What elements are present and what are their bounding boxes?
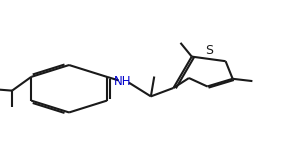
Text: S: S bbox=[205, 44, 213, 57]
Text: NH: NH bbox=[114, 75, 131, 88]
